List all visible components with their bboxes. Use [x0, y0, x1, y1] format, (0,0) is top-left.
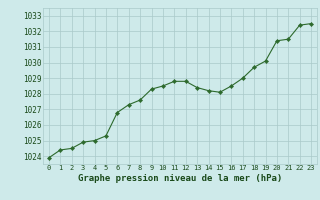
- X-axis label: Graphe pression niveau de la mer (hPa): Graphe pression niveau de la mer (hPa): [78, 174, 282, 183]
